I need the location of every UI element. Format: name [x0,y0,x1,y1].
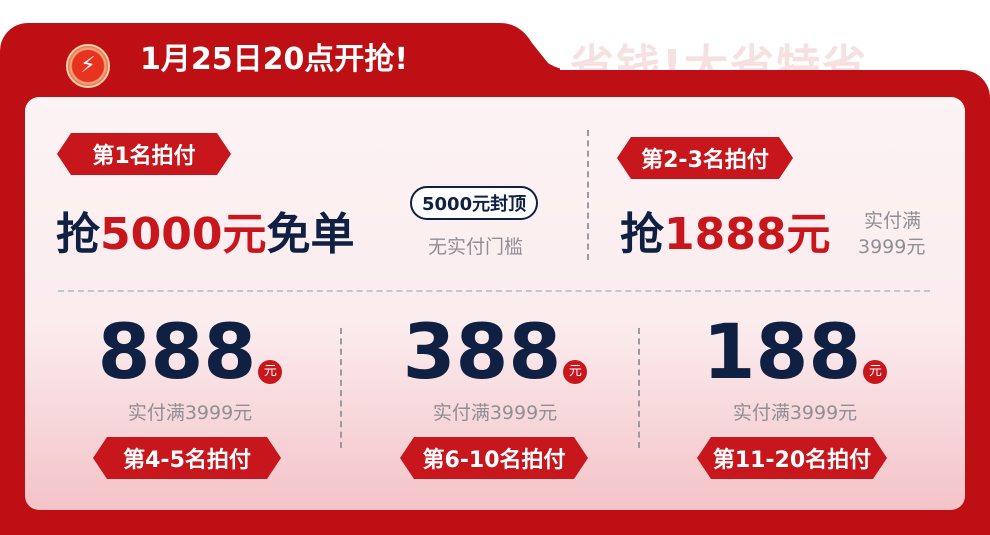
prize-amount: 5000元 [100,209,267,260]
prize-column: 888 元 实付满3999元 [40,312,340,425]
unit-badge: 元 [563,360,588,384]
second-prize: 抢1888元 [620,198,830,262]
cap-pill: 5000元封顶 [410,186,539,220]
first-prize: 抢5000元免单 [56,198,354,262]
prize-prefix: 抢 [56,209,100,260]
prize-note: 实付满 [864,210,922,232]
prize-amount: 388 [402,307,562,396]
divider [587,130,589,260]
prize-condition: 实付满3999元 [732,402,858,424]
divider [638,328,640,448]
prize-column: 188 元 实付满3999元 [645,312,945,425]
prize-note: 3999元 [858,236,926,258]
rank-badge: 第11-20名拍付 [697,437,887,479]
prize-amount: 888 [97,307,257,396]
prize-condition: 实付满3999元 [127,402,253,424]
rank-badge: 第1名拍付 [57,133,231,175]
rank-badge: 第4-5名拍付 [93,437,281,479]
prize-note: 无实付门槛 [428,236,524,258]
prize-column: 388 元 实付满3999元 [345,312,645,425]
prize-condition: 实付满3999元 [432,402,558,424]
divider [340,328,342,448]
page-title: 1月25日20点开抢! [140,42,409,77]
rank-badge: 第2-3名拍付 [617,137,793,179]
prize-amount: 1888元 [664,209,831,260]
lightning-clock-icon: ⚡ [66,44,110,88]
unit-badge: 元 [258,360,283,384]
rank-badge: 第6-10名拍付 [400,437,588,479]
unit-badge: 元 [863,360,888,384]
prize-prefix: 抢 [620,209,664,260]
prize-amount: 188 [702,307,862,396]
divider [58,290,930,292]
prize-suffix: 免单 [266,209,355,260]
